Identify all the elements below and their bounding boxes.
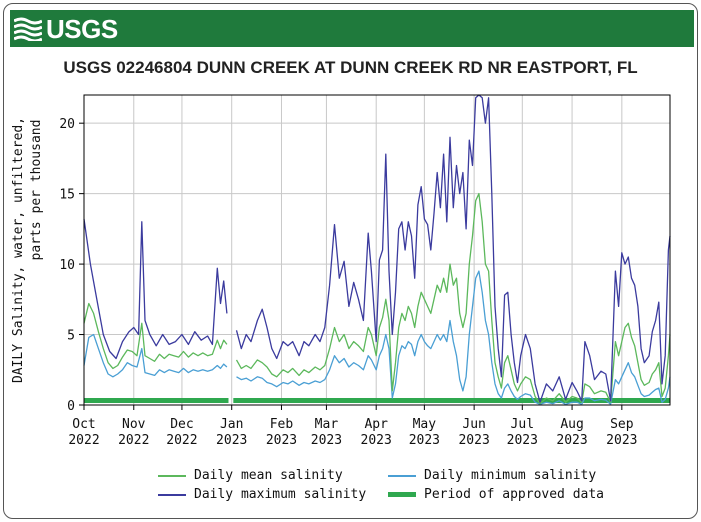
- x-tick-label-year: 2022: [166, 433, 197, 448]
- x-tick-label-year: 2022: [118, 433, 149, 448]
- x-tick-label-month: Sep: [610, 417, 634, 432]
- x-tick-label-year: 2023: [216, 433, 247, 448]
- series-line-min: [83, 270, 671, 405]
- plot-border: [83, 94, 671, 406]
- x-tick-label-month: Apr: [364, 417, 388, 432]
- x-tick-label-month: Jan: [220, 417, 243, 432]
- legend-approved-swatch: [388, 492, 416, 497]
- x-tick-label-year: 2023: [409, 433, 440, 448]
- usgs-logo: USGS: [14, 14, 118, 44]
- approved-period-bar: [233, 398, 671, 403]
- legend-approved-label: Period of approved data: [424, 487, 605, 502]
- approved-period-bar: [84, 398, 229, 403]
- legend-max-label: Daily maximum salinity: [194, 487, 367, 502]
- x-tick-label-month: Jul: [511, 417, 534, 432]
- y-axis-label-line2: parts per thousand: [29, 120, 44, 261]
- x-tick-label-month: Nov: [122, 417, 146, 432]
- x-tick-label-year: 2023: [556, 433, 587, 448]
- legend-mean: Daily mean salinity: [158, 468, 343, 483]
- y-tick-label: 10: [59, 258, 75, 273]
- usgs-banner: [10, 10, 694, 47]
- x-tick-label-year: 2022: [68, 433, 99, 448]
- legend-min-swatch: [388, 474, 416, 477]
- x-tick-label-month: Mar: [315, 417, 339, 432]
- legend-approved: Period of approved data: [388, 487, 604, 502]
- y-tick-label: 15: [59, 188, 75, 203]
- x-tick-label-year: 2023: [311, 433, 342, 448]
- x-tick-label-month: Oct: [72, 417, 95, 432]
- usgs-wave-icon: [14, 17, 42, 41]
- legend-max-swatch: [158, 493, 186, 496]
- y-tick-label: 0: [67, 399, 75, 414]
- legend-mean-label: Daily mean salinity: [194, 468, 343, 483]
- x-tick-label-month: Dec: [170, 417, 193, 432]
- x-tick-label-year: 2023: [507, 433, 538, 448]
- x-tick-label-year: 2023: [361, 433, 392, 448]
- x-tick-label-month: Jun: [462, 417, 485, 432]
- y-tick-label: 5: [67, 329, 75, 344]
- x-tick-label-year: 2023: [458, 433, 489, 448]
- series-line-max: [83, 94, 671, 403]
- y-axis-label: DAILY Salinity, water, unfiltered,: [11, 117, 26, 383]
- plot-area: [84, 95, 670, 405]
- legend-mean-swatch: [158, 474, 186, 477]
- legend-max: Daily maximum salinity: [158, 487, 366, 502]
- x-tick-label-month: Aug: [560, 417, 583, 432]
- series-line-mean: [83, 192, 671, 405]
- y-tick-label: 20: [59, 117, 75, 132]
- x-tick-label-month: May: [413, 417, 437, 432]
- legend-min-label: Daily minimum salinity: [424, 468, 597, 483]
- chart-title: USGS 02246804 DUNN CREEK AT DUNN CREEK R…: [63, 58, 638, 77]
- x-tick-label-year: 2023: [266, 433, 297, 448]
- legend-min: Daily minimum salinity: [388, 468, 596, 483]
- x-tick-label-month: Feb: [270, 417, 294, 432]
- x-tick-label-year: 2023: [606, 433, 637, 448]
- usgs-logo-text: USGS: [46, 13, 118, 44]
